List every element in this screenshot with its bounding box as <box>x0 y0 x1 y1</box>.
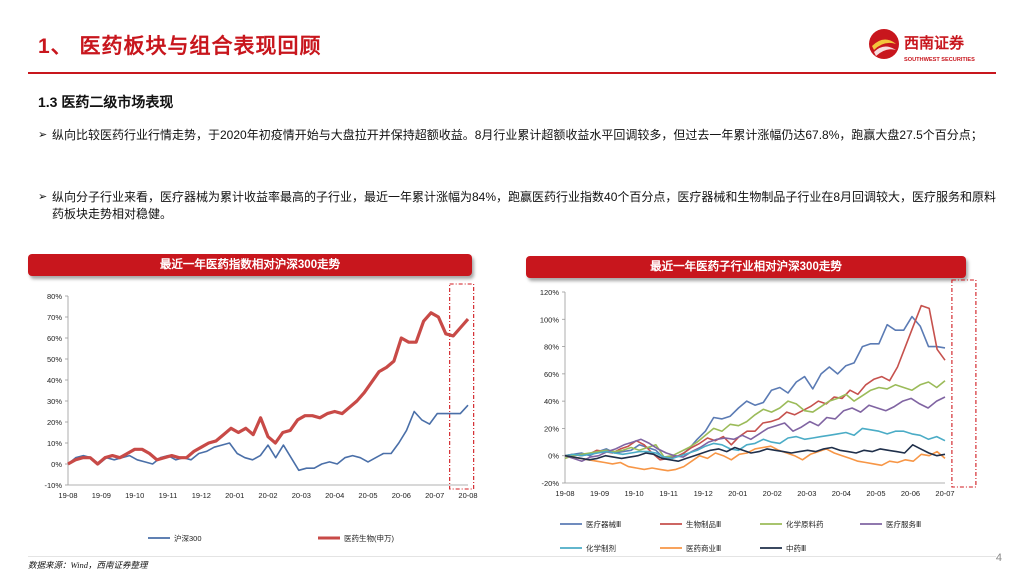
legend-label: 化学制剂 <box>586 543 616 553</box>
chart-title-banner: 最近一年医药子行业相对沪深300走势 <box>526 256 966 278</box>
y-tick-label: -10% <box>44 481 62 490</box>
page-title: 1、 医药板块与组合表现回顾 <box>38 35 322 58</box>
y-tick-label: 70% <box>47 313 62 322</box>
logo-subtext: SOUTHWEST SECURITIES <box>904 57 975 63</box>
x-tick-label: 20-07 <box>425 491 444 500</box>
x-tick-label: 19-08 <box>555 489 574 498</box>
x-tick-label: 19-12 <box>192 491 211 500</box>
legend-label: 医药商业Ⅲ <box>686 543 721 553</box>
highlight-box <box>951 279 977 488</box>
legend-label: 生物制品Ⅲ <box>686 519 721 529</box>
y-tick-label: 40% <box>47 376 62 385</box>
series-line <box>564 445 946 472</box>
header-divider <box>28 72 996 74</box>
y-tick-label: -20% <box>541 479 559 488</box>
bullet-arrow-icon: ➢ <box>38 129 48 141</box>
legend-label: 中药Ⅲ <box>786 543 806 553</box>
x-tick-label: 20-03 <box>797 489 816 498</box>
y-tick-label: 80% <box>47 292 62 301</box>
x-tick-label: 20-07 <box>935 489 954 498</box>
y-tick-label: 0% <box>51 460 62 469</box>
legend-label: 医药生物(申万) <box>344 533 394 543</box>
x-tick-label: 19-10 <box>624 489 643 498</box>
series-line <box>67 311 470 466</box>
x-tick-label: 19-11 <box>659 489 678 498</box>
x-tick-label: 20-01 <box>225 491 244 500</box>
highlight-box <box>449 283 475 490</box>
y-tick-label: 80% <box>544 343 559 352</box>
x-tick-label: 19-09 <box>92 491 111 500</box>
legend-label: 医疗服务Ⅲ <box>886 519 921 529</box>
x-tick-label: 20-04 <box>325 491 344 500</box>
x-tick-label: 20-02 <box>258 491 277 500</box>
logo-text: 西南证券 <box>904 34 965 52</box>
y-tick-label: 20% <box>544 424 559 433</box>
series-line <box>564 396 946 462</box>
series-line <box>564 444 946 462</box>
sub-industry-chart: -20% 0% 20% 40% 60% 80% 100% 120% 19-08 19-09 19-1… <box>540 279 977 553</box>
x-tick-label: 19-08 <box>58 491 77 500</box>
y-tick-label: 10% <box>47 439 62 448</box>
y-tick-label: 60% <box>544 370 559 379</box>
section-title: 1.3 医药二级市场表现 <box>38 94 174 110</box>
series-line <box>564 427 946 460</box>
x-tick-label: 20-06 <box>392 491 411 500</box>
series-line <box>67 404 469 472</box>
y-tick-label: 0% <box>548 452 559 461</box>
series-line <box>564 304 946 461</box>
y-tick-label: 120% <box>540 288 560 297</box>
data-source: 数据来源：Wind，西南证券整理 <box>28 560 148 570</box>
footer-divider <box>28 556 996 557</box>
x-tick-label: 20-05 <box>358 491 377 500</box>
legend-label: 化学原料药 <box>786 519 824 529</box>
x-tick-label: 19-10 <box>125 491 144 500</box>
bullet-point: ➢ 纵向比较医药行业行情走势，于2020年初疫情开始与大盘拉开并保持超额收益。8… <box>38 127 1002 144</box>
bullet-text: 纵向分子行业来看，医疗器械为累计收益率最高的子行业，最近一年累计涨幅为84%，跑… <box>52 190 997 221</box>
x-tick-label: 19-11 <box>159 491 178 500</box>
legend-label: 沪深300 <box>174 533 202 543</box>
pharma-index-chart: -10% 0% 10% 20% 30% 40% 50% 60% 70% 80% 19-08 19-09… <box>44 283 478 543</box>
y-tick-label: 60% <box>47 334 62 343</box>
x-tick-label: 20-04 <box>832 489 851 498</box>
chart-title-banner: 最近一年医药指数相对沪深300走势 <box>28 254 472 276</box>
bullet-text: 纵向比较医药行业行情走势，于2020年初疫情开始与大盘拉开并保持超额收益。8月行… <box>52 128 983 142</box>
y-tick-label: 40% <box>544 397 559 406</box>
x-tick-label: 20-01 <box>728 489 747 498</box>
bullet-arrow-icon: ➢ <box>38 191 48 203</box>
company-logo: 西南证券 SOUTHWEST SECURITIES <box>869 29 975 63</box>
y-tick-label: 30% <box>47 397 62 406</box>
series-line <box>564 315 946 460</box>
y-tick-label: 100% <box>540 315 560 324</box>
x-tick-label: 19-12 <box>694 489 713 498</box>
x-tick-label: 20-03 <box>292 491 311 500</box>
legend-label: 医疗器械Ⅲ <box>586 519 621 529</box>
x-tick-label: 20-05 <box>866 489 885 498</box>
bullet-point: ➢ 纵向分子行业来看，医疗器械为累计收益率最高的子行业，最近一年累计涨幅为84%… <box>38 189 1002 223</box>
y-tick-label: 20% <box>47 418 62 427</box>
page-number: 4 <box>995 552 1002 564</box>
y-tick-label: 50% <box>47 355 62 364</box>
series-line <box>564 380 946 460</box>
x-tick-label: 19-09 <box>590 489 609 498</box>
x-tick-label: 20-06 <box>901 489 920 498</box>
x-tick-label: 20-02 <box>763 489 782 498</box>
logo-emblem-icon <box>869 29 899 59</box>
x-tick-label: 20-08 <box>458 491 477 500</box>
